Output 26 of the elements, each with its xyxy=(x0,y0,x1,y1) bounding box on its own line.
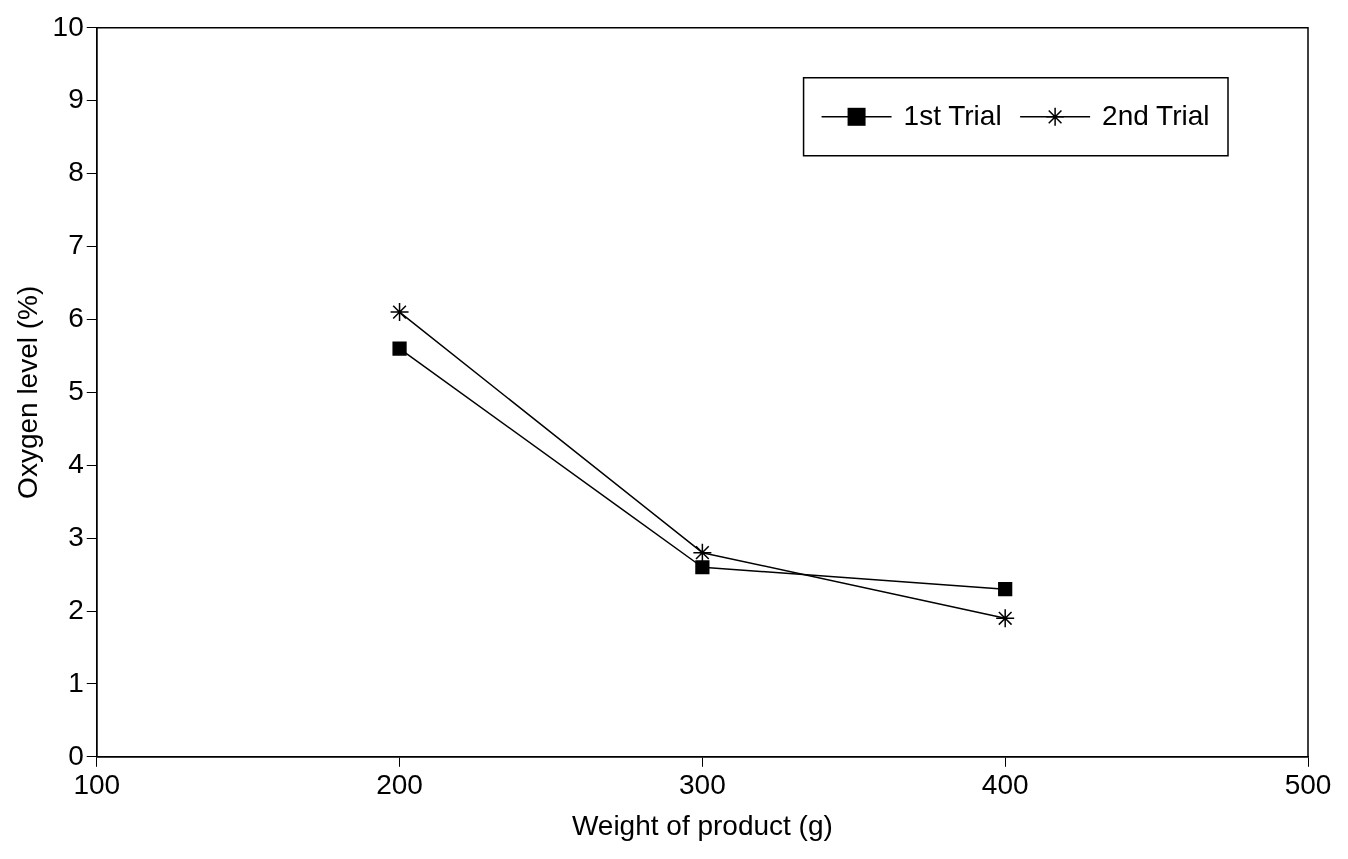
x-axis-title: Weight of product (g) xyxy=(571,809,833,841)
point xyxy=(998,582,1013,597)
y-tick-label: 5 xyxy=(68,375,84,407)
x-tick-label: 500 xyxy=(1284,769,1332,801)
y-tick-label: 2 xyxy=(68,593,84,625)
x-tick-label: 200 xyxy=(376,769,423,801)
y-tick-label: 8 xyxy=(68,156,84,188)
x-tick-label: 100 xyxy=(73,769,121,801)
y-tick-label: 3 xyxy=(68,520,84,552)
legend-label: 2nd Trial xyxy=(1102,99,1210,131)
x-tick-label: 400 xyxy=(981,769,1029,801)
y-tick-label: 0 xyxy=(68,739,84,771)
y-tick-label: 6 xyxy=(68,302,84,334)
point xyxy=(995,608,1015,629)
y-tick-label: 7 xyxy=(68,229,84,261)
x-tick-label: 300 xyxy=(679,769,726,801)
y-tick-label: 4 xyxy=(68,447,84,479)
point xyxy=(389,302,410,322)
point xyxy=(392,341,407,356)
y-axis-title: Oxygen level (%) xyxy=(11,285,43,499)
y-tick-label: 10 xyxy=(52,10,84,42)
y-tick-label: 9 xyxy=(68,83,84,115)
point xyxy=(692,542,713,563)
point xyxy=(695,560,710,575)
legend-label: 1st Trial xyxy=(903,99,1002,131)
y-tick-label: 1 xyxy=(68,666,84,698)
